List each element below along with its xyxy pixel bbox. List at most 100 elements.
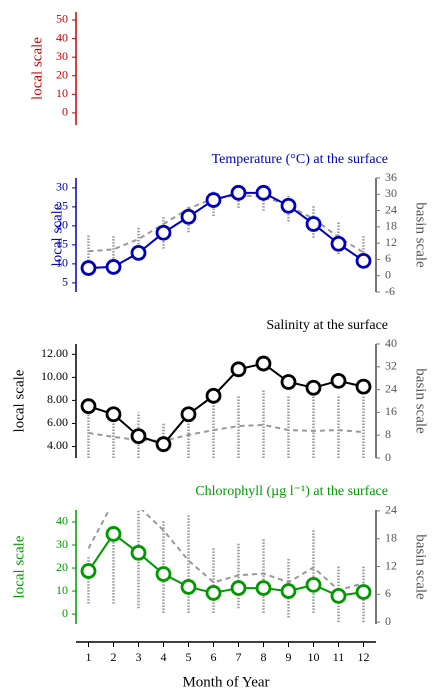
y-tick-label: 20 (56, 218, 68, 232)
local-point (130, 544, 147, 561)
local-line (88, 191, 365, 270)
local-point (230, 580, 247, 596)
y2-tick-label: 18 (385, 530, 397, 544)
y2-tick-label: 40 (385, 336, 397, 350)
y2-tick-label: 6 (385, 586, 391, 600)
y2-tick-label: 36 (385, 170, 397, 184)
local-point (180, 406, 197, 423)
y-tick-label: 30 (56, 537, 68, 551)
local-point (355, 252, 372, 269)
basin-line (87, 510, 364, 592)
y2-tick-label: 0 (385, 267, 391, 281)
x-tick-label: 10 (308, 650, 320, 664)
y2-tick-label: 18 (385, 219, 397, 233)
x-tick-label: 11 (333, 650, 345, 664)
y2-tick-label: -6 (385, 284, 395, 298)
y2-tick-label: 6 (385, 251, 391, 265)
local-point (80, 398, 97, 415)
local-point (330, 372, 347, 389)
local-point (155, 566, 172, 582)
local-point (330, 235, 347, 252)
x-tick-label: 2 (111, 650, 117, 664)
y-tick-label: 25 (56, 199, 68, 213)
x-tick-label: 8 (261, 650, 267, 664)
local-point (205, 387, 222, 404)
local-point (355, 378, 372, 395)
y-tick-label: 6.00 (47, 415, 68, 429)
y-axis-label: local scale (49, 203, 65, 266)
plot-area (80, 355, 372, 458)
y-axis-label: local scale (29, 37, 45, 100)
y-tick-label: 10 (56, 86, 68, 100)
x-tick-label: 7 (236, 650, 242, 664)
local-point (230, 361, 247, 378)
y-tick-label: 10 (56, 583, 68, 597)
local-point (105, 406, 122, 423)
x-tick-label: 12 (358, 650, 370, 664)
local-point (305, 379, 322, 396)
y-tick-label: 0 (62, 105, 68, 119)
plot-area (80, 184, 372, 276)
y2-tick-label: 0 (385, 614, 391, 628)
local-point (205, 585, 222, 601)
y2-tick-label: 24 (385, 202, 397, 216)
local-point (180, 208, 197, 225)
y-tick-label: 30 (56, 180, 68, 194)
local-point (280, 197, 297, 214)
local-point (130, 244, 147, 261)
y-tick-label: 8.00 (47, 392, 68, 406)
x-tick-label: 9 (286, 650, 292, 664)
x-tick-label: 6 (211, 650, 217, 664)
local-point (355, 584, 372, 600)
panel-title: Temperature (°C) at the surface (212, 152, 388, 167)
local-point (230, 184, 247, 201)
local-point (180, 579, 197, 595)
local-point (205, 192, 222, 208)
local-point (80, 260, 97, 276)
y-axis-label: local scale (11, 535, 27, 598)
local-point (255, 184, 272, 201)
local-point (155, 436, 172, 453)
y-tick-label: 4.00 (47, 438, 68, 452)
local-point (305, 216, 322, 232)
y-tick-label: 30 (56, 49, 68, 63)
y2-tick-label: 32 (385, 359, 397, 373)
y2-axis-label: basin scale (413, 202, 429, 268)
local-line (88, 362, 364, 446)
local-point (155, 224, 172, 241)
y2-tick-label: 24 (385, 503, 397, 517)
basin-line (88, 194, 365, 254)
local-point (280, 374, 297, 390)
local-point (255, 580, 272, 596)
y-tick-label: 50 (56, 12, 68, 26)
local-point (305, 576, 322, 593)
x-tick-label: 4 (161, 650, 167, 664)
local-line (87, 532, 364, 597)
x-tick-label: 1 (86, 650, 92, 664)
y2-tick-label: 0 (385, 450, 391, 464)
y2-tick-label: 8 (385, 427, 391, 441)
y2-axis-label: basin scale (413, 368, 429, 434)
panel-title: Chlorophyll (µg l⁻¹) at the surface (195, 484, 388, 499)
y-tick-label: 5 (62, 275, 68, 289)
plot-area (80, 510, 372, 623)
y2-tick-label: 12 (385, 558, 397, 572)
local-point (80, 563, 97, 579)
local-point (330, 588, 347, 604)
y-tick-label: 40 (56, 514, 68, 528)
x-axis-label: Month of Year (182, 674, 269, 690)
y2-axis-label: basin scale (413, 534, 429, 600)
y-tick-label: 15 (56, 237, 68, 251)
y-tick-label: 20 (56, 67, 68, 81)
y2-tick-label: 12 (385, 235, 397, 249)
panel-title: Salinity at the surface (266, 318, 388, 333)
y-tick-label: 10.00 (41, 369, 68, 383)
local-point (280, 583, 297, 599)
y-tick-label: 12.00 (41, 346, 68, 360)
y-tick-label: 10 (56, 256, 68, 270)
y2-tick-label: 24 (385, 381, 397, 395)
y2-tick-label: 16 (385, 404, 397, 418)
y-axis-label: local scale (11, 369, 27, 432)
x-tick-label: 5 (186, 650, 192, 664)
